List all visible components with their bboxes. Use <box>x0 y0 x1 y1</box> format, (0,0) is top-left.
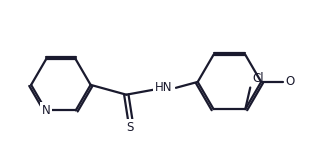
Text: HN: HN <box>155 81 173 94</box>
Text: N: N <box>42 104 51 117</box>
Text: O: O <box>285 75 294 88</box>
Text: S: S <box>126 121 134 134</box>
Text: Cl: Cl <box>252 72 264 85</box>
